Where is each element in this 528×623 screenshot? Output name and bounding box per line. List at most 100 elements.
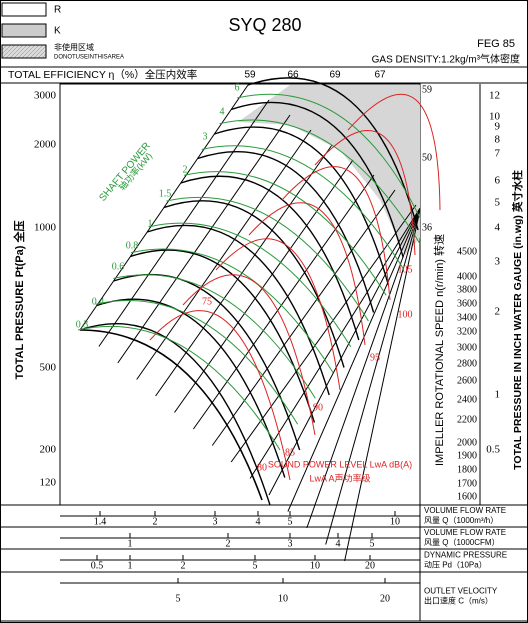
scale-tick-label: 3 bbox=[288, 538, 293, 549]
right-tick-label: 9 bbox=[495, 121, 501, 133]
speed-line bbox=[117, 114, 291, 364]
speed-line bbox=[211, 189, 396, 446]
noise-curve bbox=[314, 130, 416, 256]
shaft-power-value: 0.3 bbox=[76, 319, 89, 330]
speed-tick: 3800 bbox=[457, 284, 477, 295]
speed-axis-title: IMPELLER ROTATIONAL SPEED n(r/min) 转速 bbox=[432, 234, 446, 466]
shaft-power-value: 4 bbox=[220, 106, 225, 117]
shaft-power-value: 0.4 bbox=[92, 296, 105, 307]
noise-curve bbox=[215, 238, 341, 391]
legend-label: 非使用区域 bbox=[54, 42, 94, 52]
power-curve bbox=[183, 171, 387, 296]
speed-line bbox=[249, 207, 421, 479]
speed-line bbox=[174, 159, 354, 413]
fan-curve bbox=[180, 175, 360, 341]
legend-box-r bbox=[1, 2, 47, 17]
row-label: VOLUME FLOW RATE bbox=[424, 506, 506, 515]
row-label: DYNAMIC PRESSURE bbox=[424, 551, 507, 560]
sound-power-value: 100 bbox=[398, 309, 413, 320]
sound-power-sublabel: LwA A声功率级 bbox=[309, 472, 370, 483]
speed-tick: 4000 bbox=[457, 271, 477, 282]
speed-tick: 2400 bbox=[457, 394, 477, 405]
speed-tick: 3200 bbox=[457, 326, 477, 337]
noise-curve bbox=[347, 93, 441, 211]
left-axis-title: TOTAL PRESSURE Pt(Pa) 全压 bbox=[12, 221, 26, 380]
efficiency-tick: 66 bbox=[287, 70, 299, 81]
row-label: VOLUME FLOW RATE bbox=[424, 528, 506, 537]
row-sublabel: 风量 Q（1000CFM） bbox=[424, 538, 500, 547]
right-tick-label: 8 bbox=[495, 134, 501, 146]
efficiency-tick: 69 bbox=[329, 70, 341, 81]
legend-label: K bbox=[54, 26, 61, 37]
fan-curve bbox=[146, 224, 330, 396]
gas-density: GAS DENSITY:1.2kg/m³气体密度 bbox=[372, 53, 520, 66]
efficiency-label: TOTAL EFFICIENCY η（%）全压内效率 bbox=[8, 68, 197, 81]
scale-tick-label: 2 bbox=[181, 560, 186, 571]
noise-curve bbox=[149, 310, 291, 481]
scale-tick-label: 1 bbox=[128, 560, 133, 571]
efficiency-mark: 59 bbox=[422, 84, 432, 95]
speed-tick: 2600 bbox=[457, 375, 477, 386]
speed-tick: 4500 bbox=[457, 246, 477, 257]
power-curve bbox=[166, 197, 369, 322]
shaft-power-value: 1.5 bbox=[159, 188, 172, 199]
speed-tick: 1700 bbox=[457, 478, 477, 489]
power-curve bbox=[219, 119, 421, 244]
scale-tick-label: 5 bbox=[253, 560, 258, 571]
scale-tick-label: 0.5 bbox=[91, 560, 104, 571]
scale-tick-label: 2 bbox=[153, 516, 158, 527]
y-tick-label: 200 bbox=[40, 444, 57, 456]
fan-curve bbox=[79, 323, 271, 506]
right-tick-label: 2 bbox=[495, 306, 501, 318]
legend-sublabel: DONOTUSEINTHISAREA bbox=[54, 55, 124, 61]
speed-line bbox=[287, 208, 421, 512]
fan-curve bbox=[163, 200, 345, 368]
shaft-power-value: 1 bbox=[148, 218, 153, 229]
sound-power-value: 95 bbox=[370, 352, 380, 363]
row-sublabel: 风量 Q（1000m³/h） bbox=[424, 516, 498, 525]
y-tick-label: 120 bbox=[40, 477, 57, 489]
speed-tick: 1800 bbox=[457, 464, 477, 475]
right-tick-label: 10 bbox=[489, 111, 501, 123]
fan-curve bbox=[96, 298, 286, 478]
right-tick-label: 4 bbox=[495, 222, 501, 234]
shaft-power-value: 2 bbox=[183, 164, 188, 175]
legend-box-k bbox=[1, 23, 47, 38]
right-tick-label: 6 bbox=[495, 175, 501, 187]
scale-tick-label: 3 bbox=[213, 516, 218, 527]
sound-power-value: 85 bbox=[285, 447, 295, 458]
power-curve bbox=[113, 274, 316, 399]
scale-tick-label: 10 bbox=[278, 593, 288, 604]
efficiency-mark: 50 bbox=[422, 152, 432, 163]
right-tick-label: 1 bbox=[495, 389, 501, 401]
row-label: OUTLET VELOCITY bbox=[424, 587, 498, 596]
efficiency-tick: 67 bbox=[374, 70, 386, 81]
scale-tick-label: 5 bbox=[370, 538, 375, 549]
speed-tick: 2200 bbox=[457, 414, 477, 425]
y-tick-label: 1000 bbox=[34, 222, 57, 234]
sound-power-value: 105 bbox=[398, 264, 413, 275]
scale-tick-label: 4 bbox=[256, 516, 261, 527]
legend-box-area bbox=[1, 44, 47, 59]
speed-line bbox=[344, 209, 421, 562]
efficiency-tick: 59 bbox=[244, 70, 256, 81]
envelope bbox=[79, 329, 263, 501]
scale-tick-label: 1.4 bbox=[94, 516, 107, 527]
power-curve bbox=[77, 325, 281, 451]
speed-tick: 3600 bbox=[457, 298, 477, 309]
power-curve bbox=[95, 300, 299, 425]
scale-tick-label: 4 bbox=[336, 538, 341, 549]
shaft-power-value: 3 bbox=[203, 131, 208, 142]
speed-tick: 3000 bbox=[457, 342, 477, 353]
scale-tick-label: 20 bbox=[365, 560, 375, 571]
noise-curve bbox=[182, 274, 316, 436]
right-tick-label: 12 bbox=[489, 90, 500, 102]
y-tick-label: 2000 bbox=[34, 139, 57, 151]
y-tick-label: 500 bbox=[40, 362, 57, 374]
speed-line bbox=[155, 144, 333, 397]
model: FEG 85 bbox=[477, 38, 515, 50]
right-tick-label: 0.5 bbox=[486, 444, 500, 456]
fan-curve bbox=[230, 101, 404, 258]
sound-power-value: 75 bbox=[202, 296, 212, 307]
